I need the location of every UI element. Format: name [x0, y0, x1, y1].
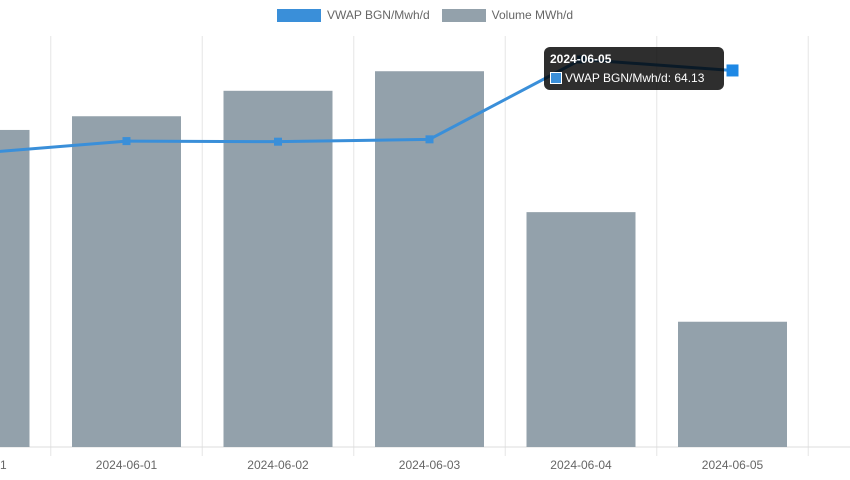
x-tick-label: 2024-06-01	[96, 458, 158, 472]
tooltip-body: VWAP BGN/Mwh/d: 64.13	[550, 71, 718, 85]
legend-label-vwap: VWAP BGN/Mwh/d	[326, 8, 430, 22]
x-tick-label: 2024-06-05	[702, 458, 764, 472]
legend: VWAP BGN/Mwh/d Volume MWh/d	[0, 8, 850, 22]
volume-bar	[526, 212, 636, 447]
legend-label-volume: Volume MWh/d	[491, 8, 574, 22]
volume-bar	[72, 116, 181, 447]
volume-bar	[0, 129, 30, 447]
tooltip-title: 2024-06-05	[550, 52, 612, 66]
volume-bar	[678, 321, 787, 447]
tooltip: 2024-06-05 VWAP BGN/Mwh/d: 64.13	[544, 47, 724, 90]
x-tick-label: 2024-06-04	[550, 458, 612, 472]
volume-bar	[375, 71, 484, 447]
vwap-point	[425, 135, 434, 144]
x-tick-label: 1	[0, 458, 7, 472]
legend-swatch-vwap	[276, 8, 321, 22]
x-tick-label: 2024-06-02	[247, 458, 309, 472]
legend-item-volume[interactable]: Volume MWh/d	[441, 8, 574, 22]
vwap-point	[122, 137, 131, 146]
vwap-point	[726, 64, 739, 77]
legend-swatch-volume	[441, 8, 486, 22]
tooltip-swatch	[550, 72, 562, 84]
volume-bars	[0, 71, 787, 448]
volume-bar	[223, 90, 333, 448]
legend-item-vwap[interactable]: VWAP BGN/Mwh/d	[276, 8, 430, 22]
vwap-point	[274, 137, 282, 146]
tooltip-label: VWAP BGN/Mwh/d: 64.13	[565, 71, 705, 85]
x-tick-label: 2024-06-03	[399, 458, 461, 472]
x-axis-ticks: 1 2024-06-01 2024-06-02 2024-06-03 2024-06-0…	[0, 458, 764, 472]
